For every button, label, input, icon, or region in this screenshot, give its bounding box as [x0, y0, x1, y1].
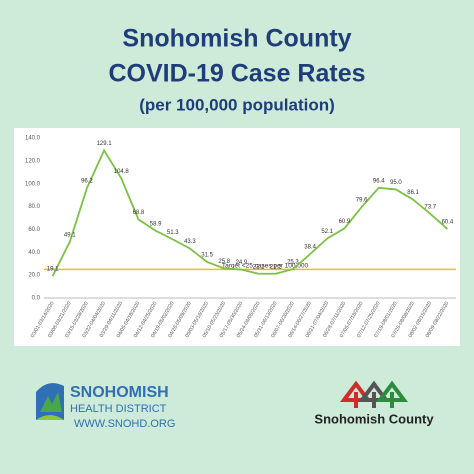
value-label: 68.8 — [133, 210, 145, 216]
y-tick-label: 100.0 — [25, 181, 41, 187]
y-tick-label: 20.0 — [28, 273, 40, 279]
value-label: 60.4 — [442, 220, 454, 226]
chart-panel — [14, 128, 460, 346]
value-label: 38.4 — [304, 245, 316, 251]
y-tick-label: 40.0 — [28, 250, 40, 256]
value-label: 104.8 — [114, 169, 130, 175]
org-name: SNOHOMISH — [70, 384, 169, 401]
value-label: 21.2 — [270, 264, 282, 270]
value-label: 52.1 — [321, 229, 333, 235]
y-tick-label: 80.0 — [28, 204, 40, 210]
y-tick-label: 60.0 — [28, 227, 40, 233]
health-district-logo: SNOHOMISH HEALTH DISTRICT WWW.SNOHD.ORG — [36, 383, 175, 430]
y-tick-label: 0.0 — [32, 296, 41, 302]
value-label: 95.0 — [390, 180, 402, 186]
value-label: 24.9 — [236, 260, 248, 266]
county-logo: Snohomish County — [314, 380, 434, 426]
url: WWW.SNOHD.ORG — [74, 418, 175, 430]
value-label: 21.2 — [253, 264, 265, 270]
value-label: 79.6 — [356, 198, 368, 204]
value-label: 96.2 — [81, 179, 93, 185]
value-label: 25.8 — [218, 259, 230, 265]
value-label: 31.5 — [201, 253, 213, 259]
value-label: 43.3 — [184, 239, 196, 245]
y-tick-label: 140.0 — [25, 136, 41, 142]
y-tick-label: 120.0 — [25, 158, 41, 164]
org-name: HEALTH DISTRICT — [70, 403, 167, 415]
value-label: 58.9 — [150, 221, 162, 227]
value-label: 25.3 — [287, 260, 299, 266]
value-label: 19.1 — [47, 267, 59, 273]
subtitle: (per 100,000 population) — [139, 95, 335, 114]
value-label: 129.1 — [97, 141, 113, 147]
title: COVID-19 Case Rates — [108, 60, 365, 88]
value-label: 73.7 — [424, 204, 436, 210]
value-label: 96.4 — [373, 178, 385, 184]
value-label: 60.9 — [339, 219, 351, 225]
value-label: 86.1 — [407, 190, 419, 196]
value-label: 49.1 — [64, 232, 76, 238]
county-name: Snohomish County — [314, 411, 434, 426]
target-label: Target <25 cases per 100,000 — [222, 263, 309, 270]
value-label: 51.3 — [167, 230, 179, 236]
data-line — [51, 148, 449, 277]
title: Snohomish County — [122, 25, 351, 53]
